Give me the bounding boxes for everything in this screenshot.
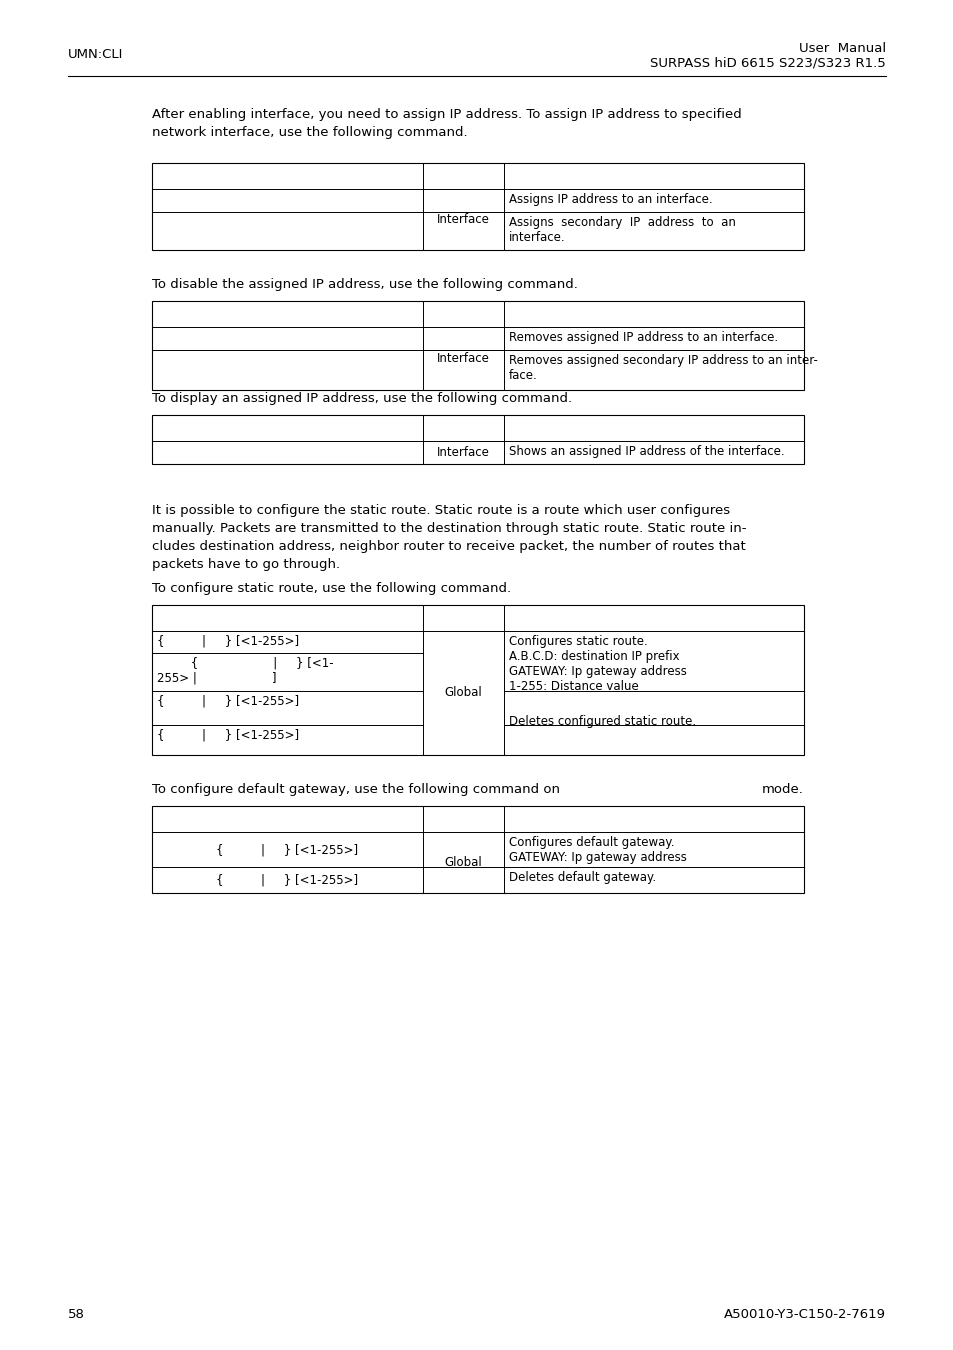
Text: To configure static route, use the following command.: To configure static route, use the follo… <box>152 582 511 595</box>
Text: Configures static route.
A.B.C.D: destination IP prefix
GATEWAY: Ip gateway addr: Configures static route. A.B.C.D: destin… <box>509 634 686 693</box>
Text: To display an assigned IP address, use the following command.: To display an assigned IP address, use t… <box>152 392 572 405</box>
Text: SURPASS hiD 6615 S223/S323 R1.5: SURPASS hiD 6615 S223/S323 R1.5 <box>650 57 885 70</box>
Text: {          |     } [<1-255>]: { | } [<1-255>] <box>216 873 358 887</box>
Text: To configure default gateway, use the following command on: To configure default gateway, use the fo… <box>152 783 559 796</box>
Text: Removes assigned secondary IP address to an inter-
face.: Removes assigned secondary IP address to… <box>509 354 817 382</box>
Bar <box>152 605 803 755</box>
Text: {          |     } [<1-255>]: { | } [<1-255>] <box>157 729 299 742</box>
Bar <box>152 806 803 892</box>
Text: Interface: Interface <box>436 213 489 225</box>
Text: Global: Global <box>444 856 481 869</box>
Text: {          |     } [<1-255>]: { | } [<1-255>] <box>216 842 358 856</box>
Bar <box>152 301 803 390</box>
Bar <box>152 163 803 250</box>
Text: To disable the assigned IP address, use the following command.: To disable the assigned IP address, use … <box>152 278 578 292</box>
Text: Assigns IP address to an interface.: Assigns IP address to an interface. <box>509 193 712 207</box>
Text: Removes assigned IP address to an interface.: Removes assigned IP address to an interf… <box>509 331 778 344</box>
Text: mode.: mode. <box>761 783 803 796</box>
Text: {          |     } [<1-255>]: { | } [<1-255>] <box>157 695 299 707</box>
Text: Deletes default gateway.: Deletes default gateway. <box>509 871 656 884</box>
Text: 58: 58 <box>68 1308 85 1322</box>
Text: It is possible to configure the static route. Static route is a route which user: It is possible to configure the static r… <box>152 504 745 571</box>
Text: Interface: Interface <box>436 446 489 459</box>
Text: Assigns  secondary  IP  address  to  an
interface.: Assigns secondary IP address to an inter… <box>509 216 735 244</box>
Text: A50010-Y3-C150-2-7619: A50010-Y3-C150-2-7619 <box>723 1308 885 1322</box>
Text: Deletes configured static route.: Deletes configured static route. <box>509 716 696 728</box>
Text: {                    |     } [<1-
255> |                    ]: { | } [<1- 255> | ] <box>157 657 334 684</box>
Text: Global: Global <box>444 687 481 699</box>
Text: Interface: Interface <box>436 352 489 365</box>
Text: After enabling interface, you need to assign IP address. To assign IP address to: After enabling interface, you need to as… <box>152 108 741 139</box>
Text: User  Manual: User Manual <box>798 42 885 55</box>
Text: {          |     } [<1-255>]: { | } [<1-255>] <box>157 634 299 648</box>
Bar <box>152 414 803 464</box>
Text: Shows an assigned IP address of the interface.: Shows an assigned IP address of the inte… <box>509 446 784 458</box>
Text: Configures default gateway.
GATEWAY: Ip gateway address: Configures default gateway. GATEWAY: Ip … <box>509 836 686 864</box>
Text: UMN:CLI: UMN:CLI <box>68 49 123 61</box>
